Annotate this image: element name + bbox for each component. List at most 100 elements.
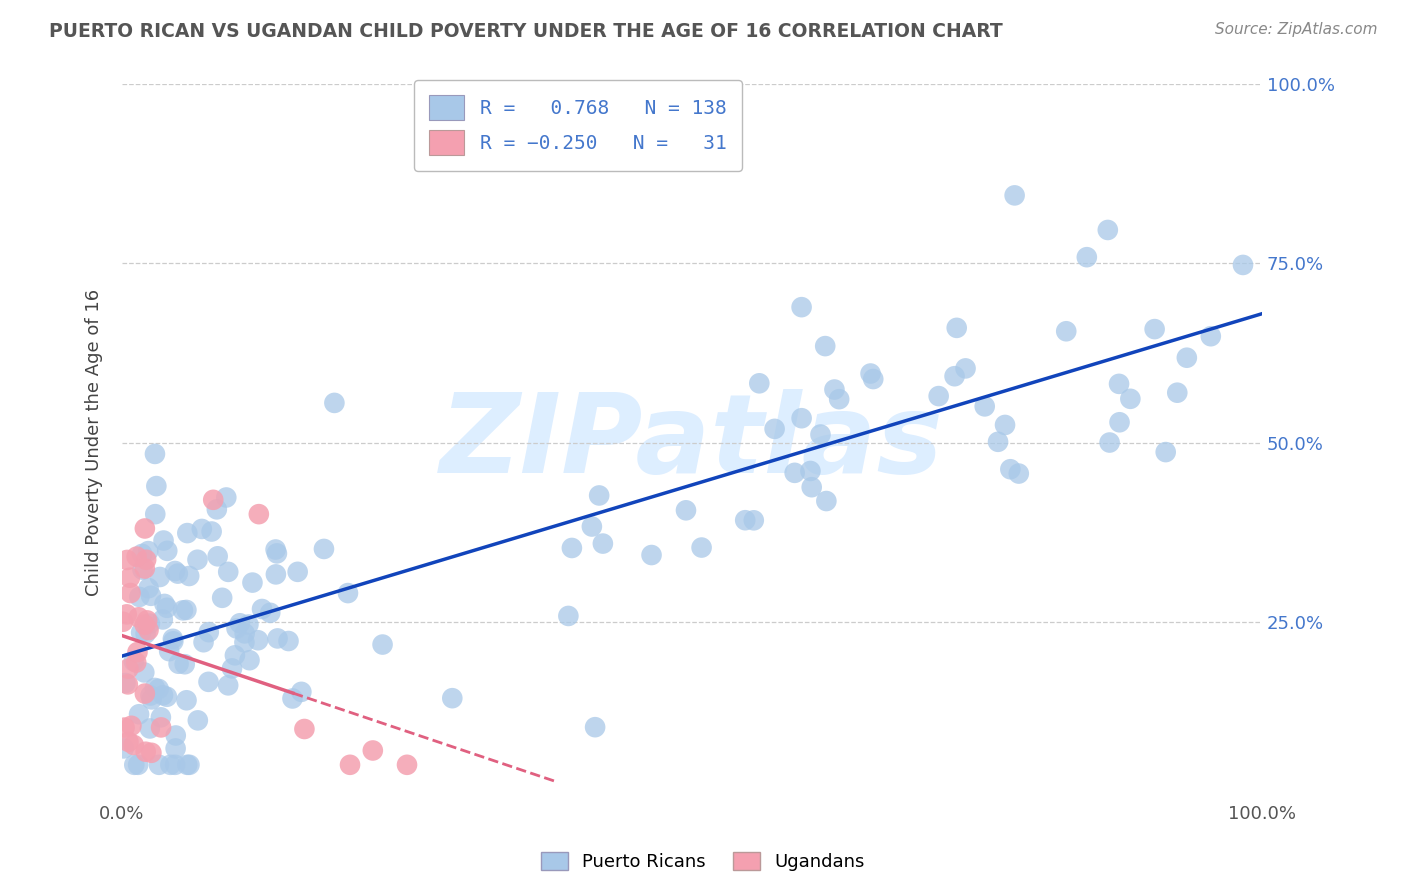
Point <box>152 612 174 626</box>
Point <box>994 417 1017 432</box>
Point <box>165 741 187 756</box>
Point <box>128 590 150 604</box>
Point <box>127 645 149 659</box>
Point <box>928 389 950 403</box>
Point <box>690 541 713 555</box>
Point <box>336 586 359 600</box>
Point <box>128 707 150 722</box>
Point <box>156 544 179 558</box>
Point <box>134 687 156 701</box>
Point <box>129 625 152 640</box>
Point <box>207 549 229 564</box>
Point <box>139 589 162 603</box>
Legend: R =   0.768   N = 138, R = −0.250   N =   31: R = 0.768 N = 138, R = −0.250 N = 31 <box>413 80 742 170</box>
Point <box>173 657 195 672</box>
Point <box>1108 415 1130 429</box>
Point <box>339 757 361 772</box>
Point <box>229 616 252 631</box>
Point <box>312 541 335 556</box>
Point <box>294 722 316 736</box>
Point <box>131 547 153 561</box>
Point <box>179 569 201 583</box>
Point <box>176 693 198 707</box>
Point <box>187 714 209 728</box>
Point <box>136 614 159 628</box>
Point <box>150 720 173 734</box>
Point <box>159 757 181 772</box>
Point <box>945 321 967 335</box>
Point <box>134 561 156 575</box>
Point <box>742 513 765 527</box>
Point <box>197 674 219 689</box>
Point <box>640 548 662 562</box>
Point <box>143 681 166 695</box>
Point <box>134 617 156 632</box>
Legend: Puerto Ricans, Ugandans: Puerto Ricans, Ugandans <box>534 845 872 879</box>
Point <box>152 688 174 702</box>
Point <box>1119 392 1142 406</box>
Point <box>122 654 145 668</box>
Point <box>1098 435 1121 450</box>
Point <box>1175 351 1198 365</box>
Point <box>247 507 270 521</box>
Point <box>176 603 198 617</box>
Point <box>138 581 160 595</box>
Point <box>323 396 346 410</box>
Point <box>193 635 215 649</box>
Point <box>205 502 228 516</box>
Point <box>266 632 288 646</box>
Point <box>1232 258 1254 272</box>
Point <box>815 494 838 508</box>
Point <box>186 553 208 567</box>
Text: Source: ZipAtlas.com: Source: ZipAtlas.com <box>1215 22 1378 37</box>
Point <box>361 743 384 757</box>
Point <box>800 480 823 494</box>
Point <box>221 661 243 675</box>
Point <box>287 565 309 579</box>
Point <box>117 735 139 749</box>
Point <box>264 567 287 582</box>
Point <box>201 524 224 539</box>
Point <box>128 610 150 624</box>
Point <box>139 722 162 736</box>
Point <box>114 721 136 735</box>
Point <box>139 616 162 631</box>
Point <box>156 600 179 615</box>
Point <box>163 564 186 578</box>
Point <box>114 676 136 690</box>
Point <box>122 738 145 752</box>
Point <box>115 553 138 567</box>
Point <box>799 464 821 478</box>
Point <box>592 536 614 550</box>
Point <box>814 339 837 353</box>
Point <box>176 757 198 772</box>
Y-axis label: Child Poverty Under the Age of 16: Child Poverty Under the Age of 16 <box>86 289 103 596</box>
Point <box>127 757 149 772</box>
Point <box>125 549 148 564</box>
Point <box>148 757 170 772</box>
Point <box>152 533 174 548</box>
Point <box>141 746 163 760</box>
Point <box>162 632 184 646</box>
Point <box>277 634 299 648</box>
Point <box>224 648 246 663</box>
Point <box>247 633 270 648</box>
Point <box>191 522 214 536</box>
Point <box>259 606 281 620</box>
Point <box>859 367 882 381</box>
Point <box>1000 462 1022 476</box>
Point <box>202 492 225 507</box>
Point <box>987 434 1010 449</box>
Point <box>145 479 167 493</box>
Point <box>1166 385 1188 400</box>
Point <box>162 634 184 648</box>
Point <box>734 513 756 527</box>
Point <box>264 542 287 557</box>
Point <box>371 638 394 652</box>
Point <box>166 566 188 581</box>
Point <box>124 757 146 772</box>
Point <box>1008 467 1031 481</box>
Point <box>238 653 260 667</box>
Point <box>1004 188 1026 202</box>
Point <box>1143 322 1166 336</box>
